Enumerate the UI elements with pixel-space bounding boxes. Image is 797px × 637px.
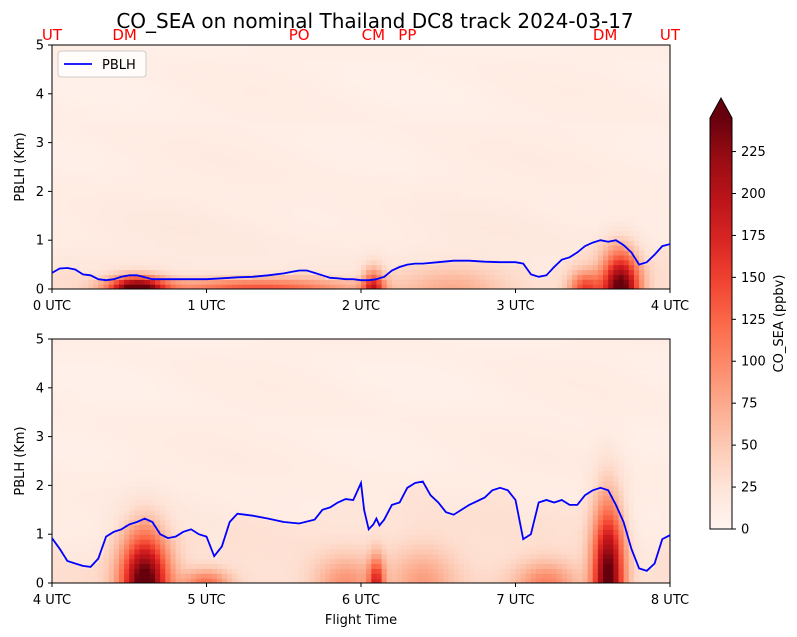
colorbar-tick-label: 125 [741,313,766,328]
heatmap-field [52,339,670,583]
x-tick-label: 1 UTC [187,299,225,314]
pblh-series-line [52,479,670,572]
legend-box [57,50,147,78]
colorbar-tick-label: 100 [741,355,766,370]
legend-label: PBLH [102,58,136,73]
x-tick-label: 6 UTC [342,593,380,608]
panel-1: 0 1 2 3 4 5 0 UTC 1 UTC 2 UTC 3 UTC 4 UTC PBLH (Km)… [13,26,689,314]
y-axis-label: PBLH (Km) [13,426,28,495]
y-tick-label: 1 [36,528,44,543]
y-tick-label: 3 [36,430,44,445]
colorbar-label: CO_SEA (ppbv) [772,275,787,373]
colorbar-outline [709,96,733,530]
heatmap-field [52,45,670,289]
y-tick-label: 0 [36,577,44,592]
x-tick-label: 8 UTC [651,593,689,608]
location-label: CM [362,26,385,44]
pblh-series-line [52,239,670,282]
colorbar-extend-arrow [710,98,732,118]
x-tick-label: 0 UTC [33,299,71,314]
colorbar: 0 25 50 75 100 125 150 175 200 225 CO_SEA (ppbv) [709,96,787,538]
colorbar-tick-label: 0 [741,523,749,538]
y-tick-label: 0 [36,283,44,298]
colorbar-gradient [710,118,732,529]
y-tick-label: 5 [36,333,44,348]
x-axis-label: Flight Time [325,613,397,628]
x-tick-label: 2 UTC [342,299,380,314]
x-tick-label: 4 UTC [651,299,689,314]
location-label: UT [660,26,681,44]
legend: PBLH [57,50,147,78]
colorbar-tick-label: 25 [741,481,758,496]
y-tick-label: 5 [36,39,44,54]
location-label: PP [398,26,416,44]
colorbar-tick-label: 225 [741,145,766,160]
location-label: DM [593,26,618,44]
colorbar-tick-label: 50 [741,439,758,454]
x-tick-label: 4 UTC [33,593,71,608]
location-label: UT [42,26,63,44]
y-tick-label: 3 [36,136,44,151]
chart-title: CO_SEA on nominal Thailand DC8 track 202… [116,9,633,33]
colorbar-tick-label: 175 [741,229,766,244]
colorbar-tick-label: 150 [741,271,766,286]
y-axis-label: PBLH (Km) [13,132,28,201]
y-tick-label: 1 [36,234,44,249]
y-tick-label: 4 [36,381,44,396]
x-tick-label: 7 UTC [496,593,534,608]
x-tick-label: 3 UTC [496,299,534,314]
y-tick-label: 4 [36,87,44,102]
colorbar-tick-label: 200 [741,187,766,202]
y-tick-label: 2 [36,185,44,200]
chart-panels: 0 1 2 3 4 5 0 UTC 1 UTC 2 UTC 3 UTC 4 UTC PBLH (Km)… [13,26,689,608]
location-label: DM [112,26,137,44]
y-tick-label: 2 [36,479,44,494]
location-label: PO [289,26,310,44]
x-tick-label: 5 UTC [187,593,225,608]
panel-2: 0 1 2 3 4 5 4 UTC 5 UTC 6 UTC 7 UTC 8 UTC PBLH (Km) [13,333,689,609]
colorbar-tick-label: 75 [741,397,758,412]
